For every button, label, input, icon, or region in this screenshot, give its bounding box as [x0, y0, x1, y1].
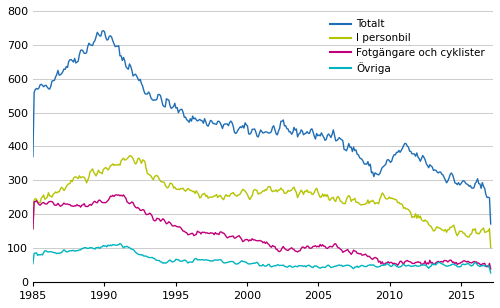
Fotgängare och cyklister: [40, 201, 46, 204]
I personbil: [273, 188, 279, 192]
Totalt: [100, 29, 106, 32]
Totalt: [30, 155, 36, 159]
Legend: Totalt, I personbil, Fotgängare och cyklister, Övriga: Totalt, I personbil, Fotgängare och cykl…: [327, 16, 488, 77]
Fotgängare och cyklister: [488, 267, 494, 271]
Fotgängare och cyklister: [70, 205, 76, 208]
Övriga: [30, 262, 36, 265]
Totalt: [488, 222, 494, 226]
Fotgängare och cyklister: [335, 246, 341, 250]
Totalt: [335, 137, 341, 141]
Övriga: [117, 242, 123, 245]
I personbil: [128, 154, 134, 158]
Övriga: [488, 271, 494, 275]
Totalt: [40, 85, 46, 89]
Line: I personbil: I personbil: [33, 156, 490, 247]
Totalt: [273, 132, 279, 136]
Övriga: [273, 264, 279, 268]
Fotgängare och cyklister: [350, 251, 356, 254]
Line: Övriga: Övriga: [33, 244, 490, 273]
Fotgängare och cyklister: [114, 193, 119, 197]
Totalt: [350, 150, 356, 153]
Line: Totalt: Totalt: [33, 30, 490, 224]
Övriga: [350, 266, 356, 270]
Totalt: [70, 60, 76, 64]
I personbil: [70, 176, 76, 180]
Övriga: [40, 251, 46, 254]
Line: Fotgängare och cyklister: Fotgängare och cyklister: [33, 195, 490, 269]
I personbil: [350, 198, 356, 201]
I personbil: [220, 197, 226, 201]
Totalt: [220, 127, 226, 130]
Fotgängare och cyklister: [30, 227, 36, 231]
I personbil: [40, 193, 46, 197]
I personbil: [30, 227, 36, 231]
I personbil: [335, 195, 341, 198]
Fotgängare och cyklister: [273, 247, 279, 251]
I personbil: [488, 245, 494, 249]
Övriga: [70, 249, 76, 252]
Övriga: [220, 260, 226, 264]
Fotgängare och cyklister: [220, 231, 226, 235]
Övriga: [335, 264, 341, 267]
